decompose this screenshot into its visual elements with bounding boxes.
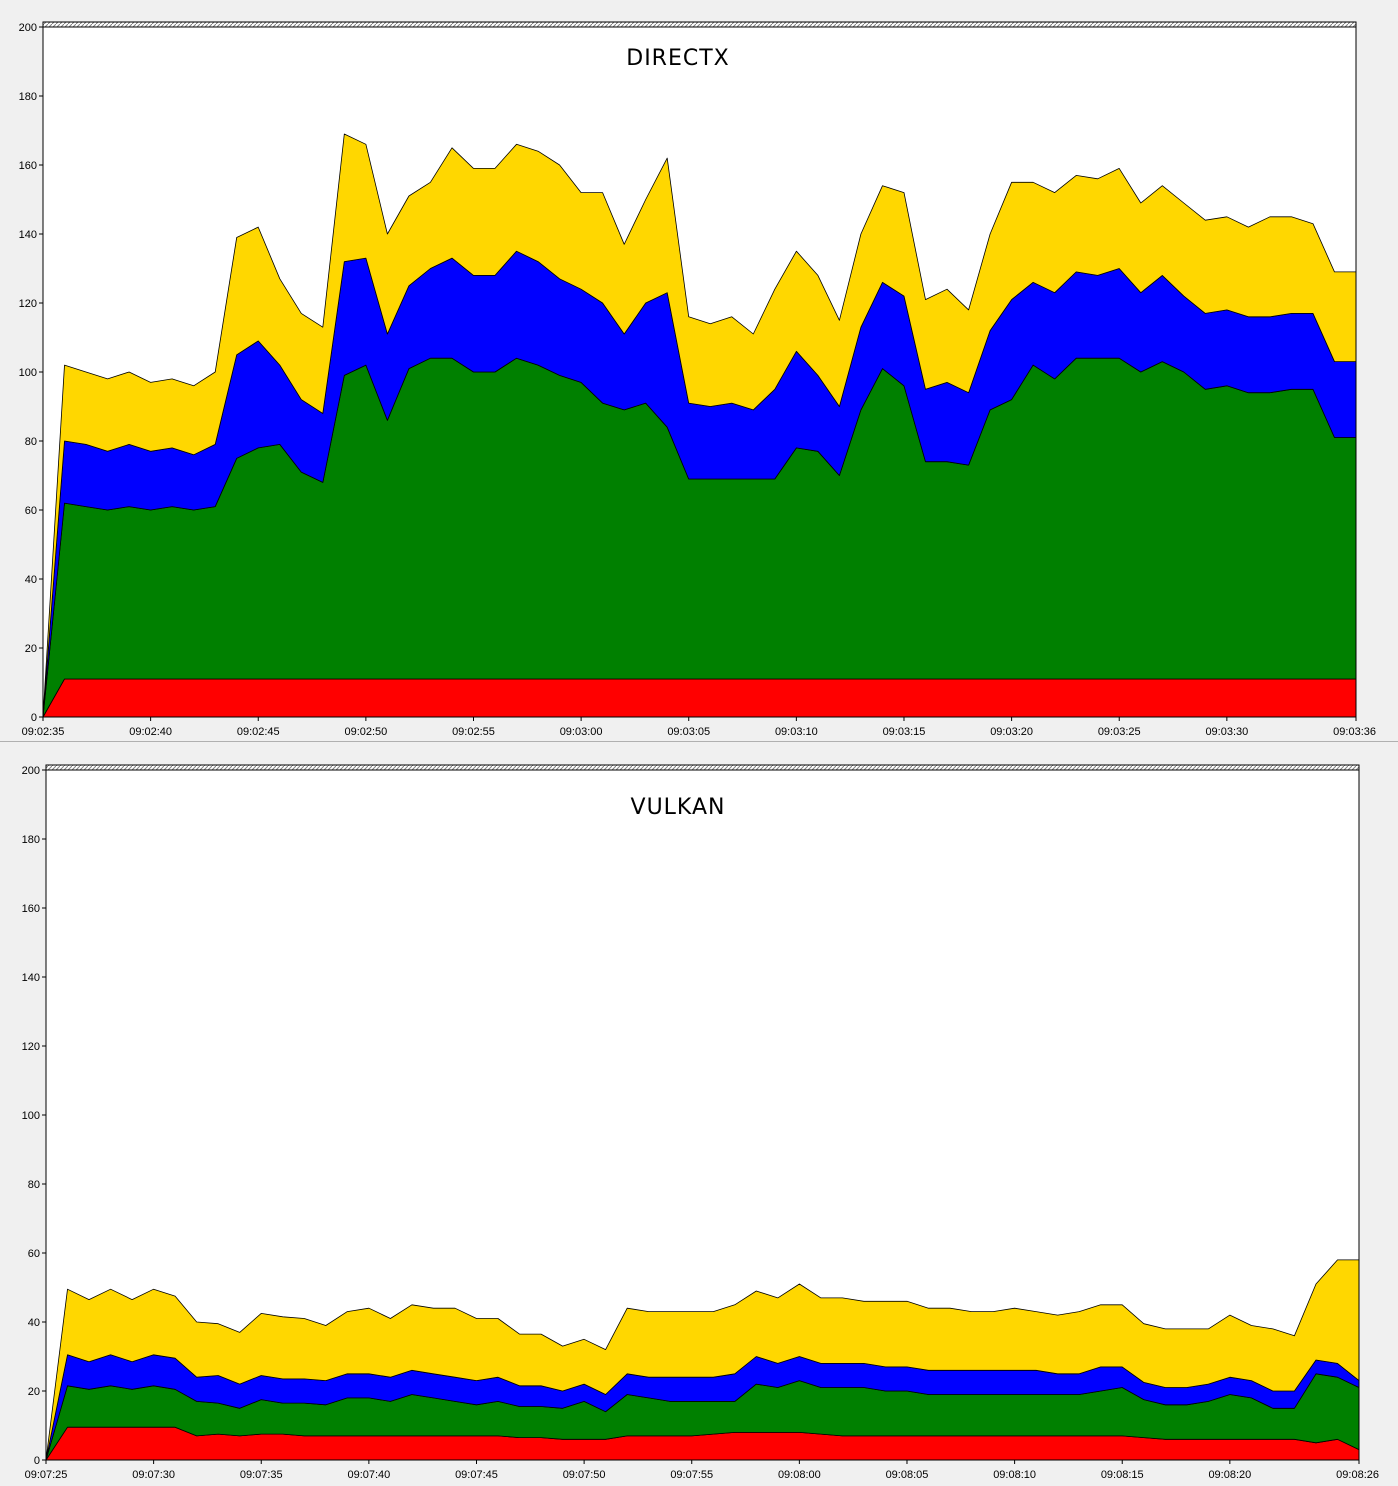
y-axis: 0 20 40 60 80 100 120 140 160 180 200 — [19, 22, 43, 724]
x-tick-label: 09:02:35 — [22, 726, 65, 738]
hatch-band — [42, 21, 1357, 28]
y-tick-label: 200 — [19, 22, 37, 34]
x-tick-label: 09:03:30 — [1205, 726, 1248, 738]
hatch-band — [45, 764, 1360, 771]
y-tick-label: 40 — [28, 1317, 40, 1329]
y-tick-label: 140 — [19, 229, 37, 241]
x-tick-label: 09:03:00 — [560, 726, 603, 738]
plot-frame — [45, 764, 1360, 1461]
x-tick-label: 09:07:50 — [563, 1469, 606, 1481]
x-tick-label: 09:07:45 — [455, 1469, 498, 1481]
x-tick-label: 09:02:45 — [237, 726, 280, 738]
x-tick-label: 09:07:55 — [670, 1469, 713, 1481]
x-tick-label: 09:03:20 — [990, 726, 1033, 738]
y-tick-label: 100 — [19, 367, 37, 379]
y-tick-label: 180 — [19, 91, 37, 103]
x-tick-label: 09:08:20 — [1208, 1469, 1251, 1481]
vulkan-chart-panel: 0 20 40 60 80 100 120 140 160 180 200 09:07:25 09:07… — [0, 741, 1398, 1486]
y-tick-label: 20 — [28, 1386, 40, 1398]
series-group — [45, 1259, 1360, 1461]
y-tick-label: 120 — [19, 298, 37, 310]
y-tick-label: 100 — [22, 1110, 40, 1122]
x-tick-label: 09:08:05 — [886, 1469, 929, 1481]
x-tick-label: 09:03:36 — [1333, 726, 1376, 738]
directx-chart-panel: 0 20 40 60 80 100 120 140 160 180 200 09:02:35 09:02… — [0, 0, 1398, 741]
x-tick-label: 09:08:10 — [993, 1469, 1036, 1481]
x-tick-label: 09:08:15 — [1101, 1469, 1144, 1481]
chart-title: DIRECTX — [626, 46, 730, 71]
x-tick-label: 09:08:00 — [778, 1469, 821, 1481]
x-tick-label: 09:08:26 — [1336, 1469, 1379, 1481]
x-tick-label: 09:02:40 — [129, 726, 172, 738]
y-tick-label: 80 — [25, 436, 37, 448]
y-tick-label: 200 — [22, 765, 40, 777]
y-tick-label: 60 — [25, 505, 37, 517]
x-tick-label: 09:07:40 — [347, 1469, 390, 1481]
x-tick-label: 09:07:35 — [240, 1469, 283, 1481]
x-tick-label: 09:03:05 — [667, 726, 710, 738]
y-axis: 0 20 40 60 80 100 120 140 160 180 200 — [22, 765, 46, 1467]
y-tick-label: 80 — [28, 1179, 40, 1191]
x-tick-label: 09:07:25 — [25, 1469, 68, 1481]
y-tick-label: 20 — [25, 643, 37, 655]
chart-title: VULKAN — [631, 795, 726, 820]
y-tick-label: 120 — [22, 1041, 40, 1053]
plot-frame — [42, 21, 1357, 718]
x-tick-label: 09:03:10 — [775, 726, 818, 738]
x-axis: 09:07:25 09:07:30 09:07:35 09:07:40 09:07:45… — [25, 1460, 1379, 1481]
y-tick-label: 180 — [22, 834, 40, 846]
y-tick-label: 140 — [22, 972, 40, 984]
y-tick-label: 0 — [31, 712, 37, 724]
y-tick-label: 0 — [34, 1455, 40, 1467]
x-tick-label: 09:03:15 — [883, 726, 926, 738]
x-tick-label: 09:02:55 — [452, 726, 495, 738]
y-tick-label: 60 — [28, 1248, 40, 1260]
y-tick-label: 160 — [22, 903, 40, 915]
series-area-0 — [42, 678, 1357, 718]
x-tick-label: 09:02:50 — [344, 726, 387, 738]
x-axis: 09:02:35 09:02:40 09:02:45 09:02:50 09:02:55… — [22, 717, 1376, 738]
series-group — [42, 133, 1357, 718]
x-tick-label: 09:03:25 — [1098, 726, 1141, 738]
y-tick-label: 40 — [25, 574, 37, 586]
x-tick-label: 09:07:30 — [132, 1469, 175, 1481]
y-tick-label: 160 — [19, 160, 37, 172]
